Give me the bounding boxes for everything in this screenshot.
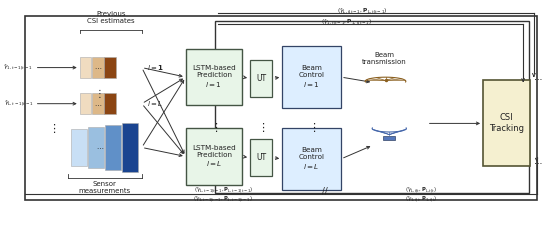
Text: $\cdots$: $\cdots$ [94, 101, 102, 106]
Text: $\vdots$: $\vdots$ [210, 121, 218, 134]
Text: //: // [322, 186, 328, 195]
Text: Beam
Control
$l = 1$: Beam Control $l = 1$ [299, 65, 325, 89]
Text: UT: UT [256, 153, 266, 162]
Bar [25, 16, 537, 200]
Bar [105, 57, 116, 78]
Bar [384, 136, 395, 140]
Bar [282, 128, 341, 189]
Bar [105, 93, 116, 114]
Text: $\cdots$: $\cdots$ [96, 144, 104, 151]
Bar [250, 60, 272, 97]
Bar [80, 57, 91, 78]
Text: Sensor
measurements: Sensor measurements [79, 181, 131, 194]
Text: $\cdots$: $\cdots$ [533, 157, 543, 166]
Text: Beam
transmission: Beam transmission [361, 52, 406, 65]
Text: UT: UT [256, 74, 266, 83]
Text: LSTM-based
Prediction
$l = 1$: LSTM-based Prediction $l = 1$ [192, 65, 236, 89]
Bar [215, 21, 529, 193]
Text: $\hat{\gamma}_{1,t-1|t-1}$: $\hat{\gamma}_{1,t-1|t-1}$ [3, 63, 33, 72]
Text: $l = L$: $l = L$ [147, 99, 163, 108]
Text: $l = \mathbf{1}$: $l = \mathbf{1}$ [147, 63, 164, 72]
Text: $(\hat{\gamma}_{L,t|t-1}, \mathbf{P}_{L,t|t-1})$: $(\hat{\gamma}_{L,t|t-1}, \mathbf{P}_{L,… [337, 7, 388, 16]
Text: $(\hat{\gamma}_{1,t|t-1}, \mathbf{P}_{1,t|t-1})$: $(\hat{\gamma}_{1,t|t-1}, \mathbf{P}_{1,… [321, 18, 372, 27]
Bar [71, 129, 87, 166]
Bar [250, 139, 272, 176]
Text: $\vdots$: $\vdots$ [93, 87, 101, 100]
Text: $\vdots$: $\vdots$ [307, 121, 316, 134]
Bar [186, 49, 242, 105]
Text: LSTM-based
Prediction
$l = L$: LSTM-based Prediction $l = L$ [192, 145, 236, 168]
Bar [122, 123, 138, 172]
Bar [88, 127, 104, 168]
Bar [105, 125, 121, 170]
Text: $(\hat{\gamma}_{L,t|t}, \mathbf{P}_{L,t|t})$: $(\hat{\gamma}_{L,t|t}, \mathbf{P}_{L,t|… [405, 186, 438, 195]
Text: $(\hat{\gamma}_{1,t|t}, \mathbf{P}_{1,t|t})$: $(\hat{\gamma}_{1,t|t}, \mathbf{P}_{1,t|… [405, 195, 438, 204]
Text: $\cdots$: $\cdots$ [533, 73, 543, 82]
Text: $(\hat{\gamma}_{1,t-1|t-1}, \mathbf{P}_{1,t-1|t-1})$: $(\hat{\gamma}_{1,t-1|t-1}, \mathbf{P}_{… [193, 195, 253, 204]
Bar [80, 93, 91, 114]
Text: Previous
CSI estimates: Previous CSI estimates [87, 11, 135, 24]
Bar [282, 46, 341, 108]
Bar [186, 128, 242, 185]
Bar [92, 57, 104, 78]
Text: $\hat{\gamma}_{L,t-1|t-1}$: $\hat{\gamma}_{L,t-1|t-1}$ [4, 99, 33, 108]
Text: $\vdots$: $\vdots$ [48, 122, 56, 135]
Text: Beam
Control
$l = L$: Beam Control $l = L$ [299, 147, 325, 171]
Bar [483, 80, 530, 166]
Text: $(\hat{\gamma}_{L,t-1|t-1}, \mathbf{P}_{L,t-1|t-1})$: $(\hat{\gamma}_{L,t-1|t-1}, \mathbf{P}_{… [193, 186, 253, 195]
Text: $\cdots$: $\cdots$ [94, 64, 102, 70]
Bar [92, 93, 104, 114]
Text: CSI
Tracking: CSI Tracking [489, 113, 524, 133]
Text: $\vdots$: $\vdots$ [257, 121, 265, 134]
